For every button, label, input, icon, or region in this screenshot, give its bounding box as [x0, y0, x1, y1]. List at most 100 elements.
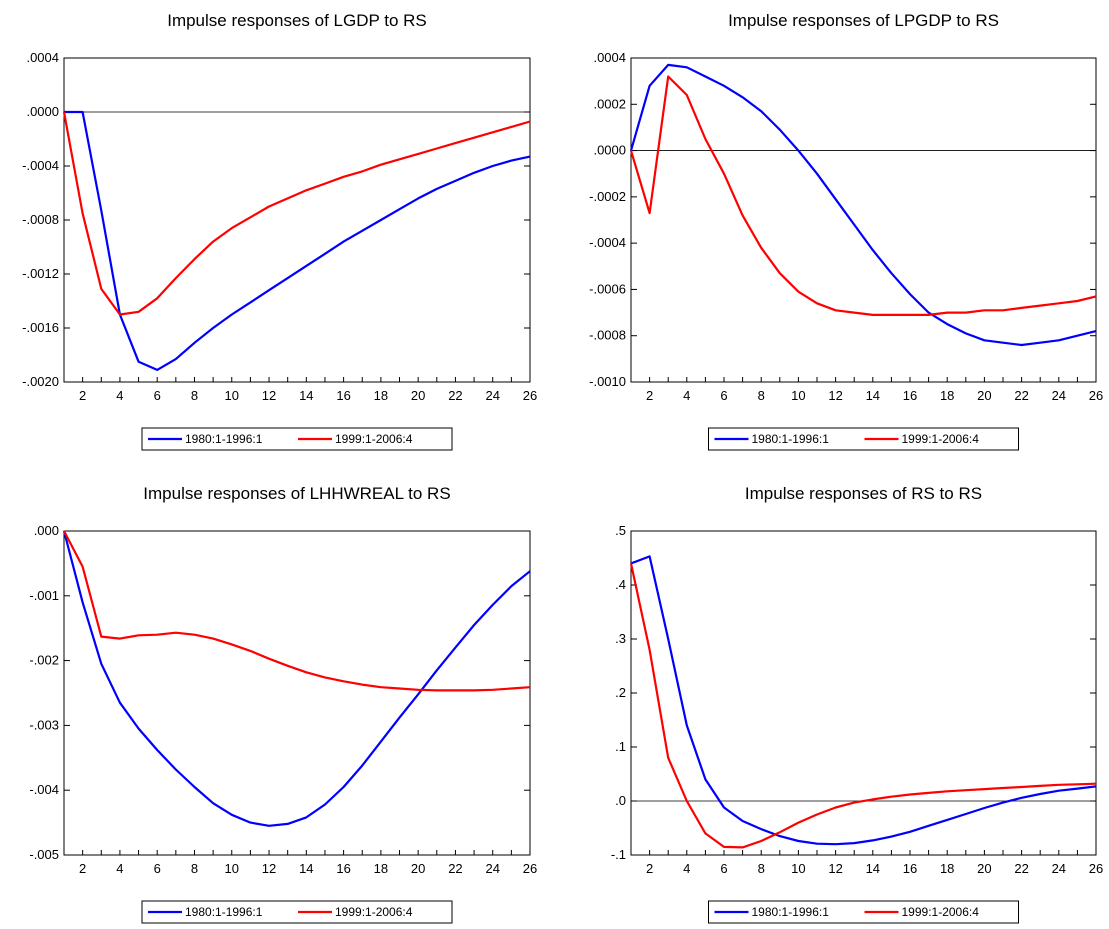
x-tick-label: 18 — [374, 861, 388, 876]
y-tick-label: -.0004 — [589, 235, 626, 250]
x-tick-label: 20 — [977, 388, 991, 403]
plot-frame — [63, 530, 531, 856]
x-tick-label: 4 — [116, 861, 123, 876]
legend-label: 1999:1-2006:4 — [335, 905, 413, 919]
x-tick-label: 6 — [720, 388, 727, 403]
x-tick-label: 24 — [1052, 388, 1066, 403]
y-tick-label: .0002 — [593, 96, 626, 111]
x-tick-label: 26 — [1089, 388, 1103, 403]
x-tick-label: 20 — [411, 861, 425, 876]
x-tick-label: 16 — [336, 388, 350, 403]
y-tick-label: -.0008 — [22, 212, 59, 227]
x-tick-label: 26 — [523, 388, 537, 403]
x-tick-label: 2 — [79, 388, 86, 403]
plot-frame — [630, 530, 1097, 856]
x-tick-label: 6 — [154, 861, 161, 876]
x-tick-label: 24 — [1052, 861, 1066, 876]
x-tick-label: 10 — [225, 861, 239, 876]
y-tick-label: -.0016 — [22, 320, 59, 335]
y-tick-label: -.0020 — [22, 374, 59, 389]
legend-label: 1980:1-1996:1 — [752, 432, 830, 446]
chart-title: Impulse responses of RS to RS — [745, 484, 982, 503]
x-tick-label: 22 — [1014, 861, 1028, 876]
legend-label: 1999:1-2006:4 — [902, 905, 980, 919]
series-line-1 — [630, 555, 1097, 846]
x-tick-label: 22 — [448, 861, 462, 876]
series-line-2 — [62, 111, 531, 316]
y-tick-label: .4 — [615, 577, 626, 592]
legend: 1980:1-1996:1 1999:1-2006:4 — [708, 427, 1019, 451]
x-tick-label: 2 — [646, 388, 653, 403]
legend-label: 1980:1-1996:1 — [752, 905, 830, 919]
y-tick-label: .5 — [615, 523, 626, 538]
x-tick-label: 12 — [262, 388, 276, 403]
series-line-2 — [63, 530, 531, 692]
x-tick-label: 12 — [262, 861, 276, 876]
y-tick-label: -.005 — [29, 847, 59, 862]
x-tick-label: 16 — [336, 861, 350, 876]
chart-panel-2: Impulse responses of LPGDP to RS .0004 .00… — [589, 11, 1103, 451]
x-tick-label: 8 — [191, 388, 198, 403]
x-tick-label: 26 — [523, 861, 537, 876]
x-tick-label: 2 — [79, 861, 86, 876]
y-tick-label: .1 — [615, 739, 626, 754]
series-line-2 — [629, 75, 1097, 316]
chart-panel-4: Impulse responses of RS to RS .5 .4 .3 .2 .1.… — [611, 484, 1103, 924]
chart-title: Impulse responses of LHHWREAL to RS — [143, 484, 450, 503]
x-tick-label: 6 — [720, 861, 727, 876]
legend: 1980:1-1996:1 1999:1-2006:4 — [141, 900, 453, 924]
x-tick-label: 10 — [225, 388, 239, 403]
y-tick-label: .0000 — [26, 104, 59, 119]
y-tick-label: .0000 — [593, 143, 626, 158]
x-tick-label: 8 — [191, 861, 198, 876]
legend-box — [708, 427, 1019, 451]
x-tick-label: 20 — [411, 388, 425, 403]
x-tick-label: 14 — [299, 861, 313, 876]
x-tick-label: 24 — [485, 388, 499, 403]
x-tick-label: 4 — [683, 861, 690, 876]
x-tick-label: 10 — [791, 861, 805, 876]
y-tick-label: .000 — [34, 523, 59, 538]
x-tick-label: 16 — [903, 861, 917, 876]
legend: 1980:1-1996:1 1999:1-2006:4 — [708, 900, 1019, 924]
chart-panel-1: Impulse responses of LGDP to RS .0004 .000… — [22, 11, 537, 451]
x-tick-label: 4 — [683, 388, 690, 403]
x-tick-label: 18 — [940, 861, 954, 876]
series-line-1 — [64, 110, 531, 371]
y-tick-label: -.0008 — [589, 328, 626, 343]
y-tick-label: -.0006 — [589, 281, 626, 296]
x-tick-label: 14 — [866, 861, 880, 876]
legend-label: 1999:1-2006:4 — [902, 432, 980, 446]
x-tick-label: 6 — [154, 388, 161, 403]
chart-title: Impulse responses of LPGDP to RS — [728, 11, 999, 30]
x-tick-label: 22 — [1014, 388, 1028, 403]
y-tick-label: .0004 — [593, 50, 626, 65]
x-tick-label: 14 — [866, 388, 880, 403]
series-line-2 — [629, 563, 1097, 849]
y-tick-label: .2 — [615, 685, 626, 700]
x-tick-label: 24 — [485, 861, 499, 876]
x-tick-label: 12 — [828, 861, 842, 876]
y-tick-label: -.002 — [29, 653, 59, 668]
x-tick-label: 18 — [374, 388, 388, 403]
y-tick-label: -.1 — [611, 847, 626, 862]
y-tick-label: -.001 — [29, 588, 59, 603]
x-tick-label: 20 — [977, 861, 991, 876]
chart-panel-3: Impulse responses of LHHWREAL to RS .000 -… — [29, 484, 537, 924]
y-tick-label: -.0004 — [22, 158, 59, 173]
y-tick-label: -.004 — [29, 782, 59, 797]
y-tick-label: -.0010 — [589, 374, 626, 389]
x-tick-label: 16 — [903, 388, 917, 403]
chart-title: Impulse responses of LGDP to RS — [167, 11, 427, 30]
legend-box — [708, 900, 1019, 924]
x-tick-label: 12 — [828, 388, 842, 403]
legend-box — [141, 427, 453, 451]
series-line-1 — [629, 63, 1097, 347]
x-tick-label: 4 — [116, 388, 123, 403]
x-tick-label: 18 — [940, 388, 954, 403]
y-tick-label: -.0012 — [22, 266, 59, 281]
legend-label: 1999:1-2006:4 — [335, 432, 413, 446]
y-tick-label: -.0002 — [589, 189, 626, 204]
y-tick-label: .0 — [615, 793, 626, 808]
